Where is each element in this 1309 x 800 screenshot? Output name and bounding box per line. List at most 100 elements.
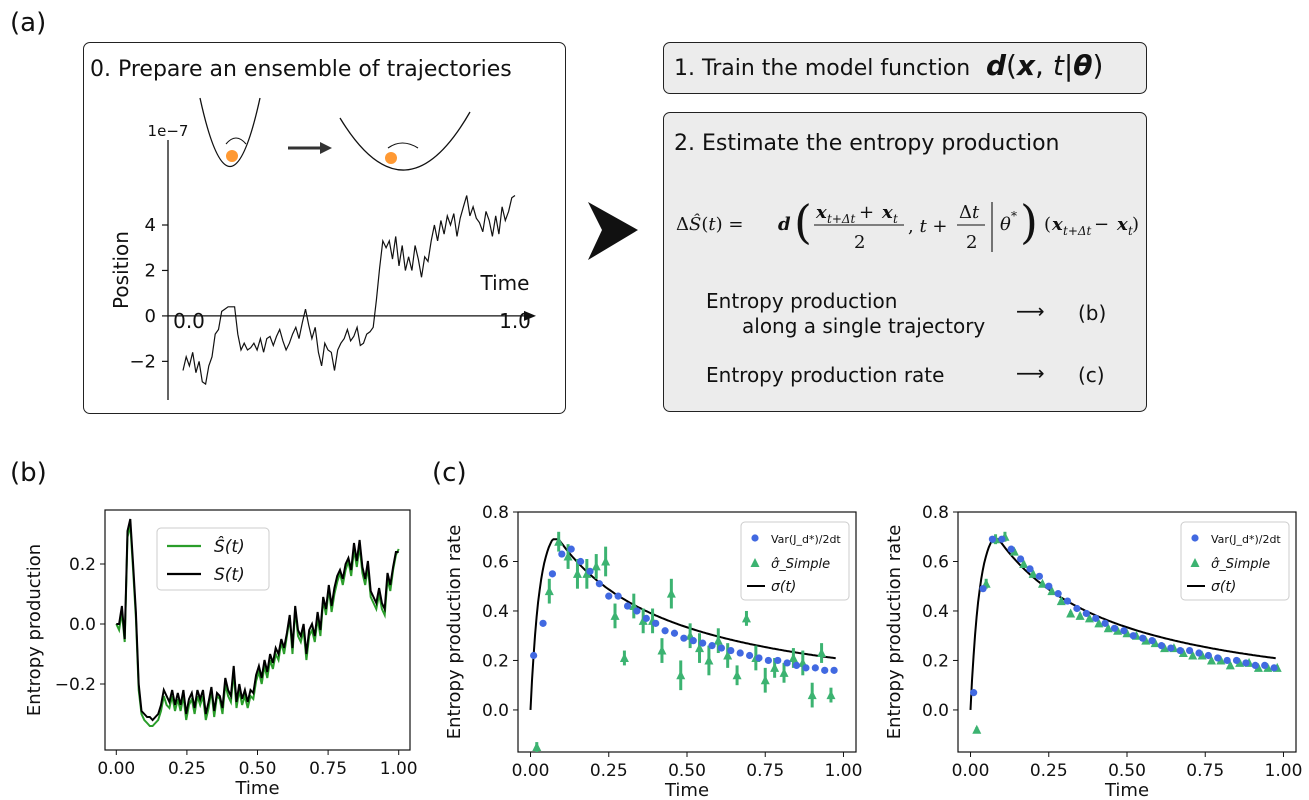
svg-text:x: x <box>1116 214 1128 235</box>
panel-label-c: (c) <box>432 458 467 488</box>
svg-text:+: + <box>859 202 874 223</box>
simple-estimate-point <box>601 556 611 566</box>
simple-estimate-point <box>1188 650 1198 660</box>
legend-swatch <box>1191 534 1199 542</box>
simple-estimate-point <box>657 645 667 655</box>
simple-estimate-point <box>591 561 601 571</box>
y-tick-label: 0.6 <box>482 552 509 572</box>
step2-row2-target: (c) <box>1078 363 1105 387</box>
variance-estimate-point <box>548 570 557 578</box>
x-tick-label: 0.00 <box>512 761 550 781</box>
simple-estimate-point <box>1009 546 1019 556</box>
series-line-s <box>116 518 399 722</box>
x-tick-label: 0.25 <box>1030 761 1068 781</box>
simple-estimate-point <box>1038 578 1047 588</box>
simple-estimate-point <box>1028 568 1038 578</box>
svg-text:θ: θ <box>1000 214 1011 235</box>
legend-box <box>1180 521 1290 601</box>
y-tick-label: 0.2 <box>69 555 96 575</box>
variance-estimate-point <box>792 661 801 670</box>
x-tick-label: 0.50 <box>239 759 277 779</box>
variance-estimate-point <box>1073 604 1081 613</box>
variance-estimate-point <box>755 654 763 662</box>
legend-label: σ(t) <box>771 579 796 595</box>
variance-estimate-point <box>567 545 575 553</box>
potential-well-right <box>339 111 471 171</box>
variance-estimate-point <box>830 666 838 674</box>
variance-estimate-point <box>1176 646 1184 655</box>
variance-estimate-point <box>680 634 688 642</box>
y-tick-label: 0.0 <box>482 701 509 721</box>
svg-text:*: * <box>1011 209 1017 223</box>
step1-box: 1. Train the model function d(x, t|θ) <box>663 42 1147 94</box>
variance-estimate-point <box>595 580 603 588</box>
variance-estimate-point <box>1054 590 1062 598</box>
simple-estimate-point <box>1141 635 1151 645</box>
entropy-formula: ΔŜ(t) = d ( x t+Δt + x t 2 , t + Δt 2 θ … <box>676 195 1139 253</box>
svg-text:t: t <box>1128 224 1133 238</box>
simple-estimate-point <box>1084 613 1094 623</box>
step2-row1-target: (b) <box>1078 301 1107 325</box>
simple-estimate-point <box>779 667 789 677</box>
y-tick-label: 0.8 <box>922 503 949 523</box>
simple-estimate-point <box>695 643 705 653</box>
variance-estimate-point <box>1035 572 1043 580</box>
svg-text:t+Δt: t+Δt <box>827 212 856 226</box>
variance-estimate-point <box>774 656 782 665</box>
y-axis-label: Position <box>109 231 133 309</box>
legend-swatch <box>1190 558 1200 567</box>
variance-estimate-point <box>1242 659 1250 667</box>
y-tick-label: 0.6 <box>922 552 949 572</box>
variance-estimate-point <box>1204 651 1212 660</box>
variance-estimate-point <box>1270 664 1278 672</box>
legend-swatch <box>750 558 760 567</box>
svg-text:, t +: , t + <box>908 216 948 237</box>
legend-box <box>740 521 850 601</box>
simple-estimate-point <box>610 610 620 620</box>
x-tick-label: 0.25 <box>590 761 628 781</box>
simple-estimate-point <box>1178 648 1188 658</box>
variance-estimate-point <box>1214 654 1222 662</box>
x-tick-label: 1.00 <box>380 759 418 779</box>
svg-text:t+Δt: t+Δt <box>1063 224 1092 238</box>
variance-estimate-point <box>764 656 772 665</box>
y-tick-label: 0.2 <box>922 651 949 671</box>
variance-estimate-point <box>586 567 594 575</box>
variance-estimate-point <box>1185 646 1194 655</box>
entropy-rate-chart-left: 0.00 0.25 0.50 0.75 1.00 0.0 0.2 0.4 0.6 0.8 Time E… <box>444 503 862 800</box>
step0-box: 0. Prepare an ensemble of trajectories <box>83 42 566 414</box>
simple-estimate-point <box>1113 625 1123 635</box>
step2-row1-line2: along a single trajectory <box>742 314 986 338</box>
x-axis-label: Time <box>480 271 530 295</box>
legend-label: σ(t) <box>1211 579 1236 595</box>
variance-estimate-point <box>783 659 791 667</box>
x-tick-label: 0.75 <box>309 759 347 779</box>
variance-estimate-point <box>727 646 735 655</box>
trajectory-line <box>182 195 516 386</box>
step1-formula: d(x, t|θ) <box>986 49 1104 82</box>
panel-label-b: (b) <box>10 458 47 488</box>
simple-estimate-point <box>1225 660 1235 670</box>
y-tick-label: 0.8 <box>482 503 509 523</box>
simple-estimate-point <box>554 536 564 546</box>
y-axis-label: Entropy production <box>24 544 45 716</box>
simple-estimate-point <box>713 635 723 645</box>
variance-estimate-point <box>1148 637 1156 645</box>
x-tick-label: 0.00 <box>97 759 135 779</box>
simple-estimate-point <box>1235 657 1245 667</box>
simple-estimate-point <box>1047 586 1057 596</box>
simple-estimate-point <box>563 551 573 561</box>
legend-label: S(t) <box>214 565 245 585</box>
variance-estimate-point <box>1261 661 1269 670</box>
legend-label: Var(J_d*)/2dt <box>1211 533 1281 546</box>
simple-estimate-point <box>972 724 982 734</box>
simple-estimate-point <box>1066 608 1076 618</box>
variance-estimate-point <box>633 607 641 615</box>
variance-estimate-point <box>970 689 978 697</box>
step2-arrow-1: ⟶ <box>1016 299 1045 323</box>
variance-estimate-point <box>1016 555 1025 563</box>
svg-text:x: x <box>1051 214 1063 235</box>
svg-text:d: d <box>778 214 791 235</box>
entropy-production-chart: 0.00 0.25 0.50 0.75 1.00 −0.2 0.0 0.2 Time Entrop… <box>24 509 418 799</box>
